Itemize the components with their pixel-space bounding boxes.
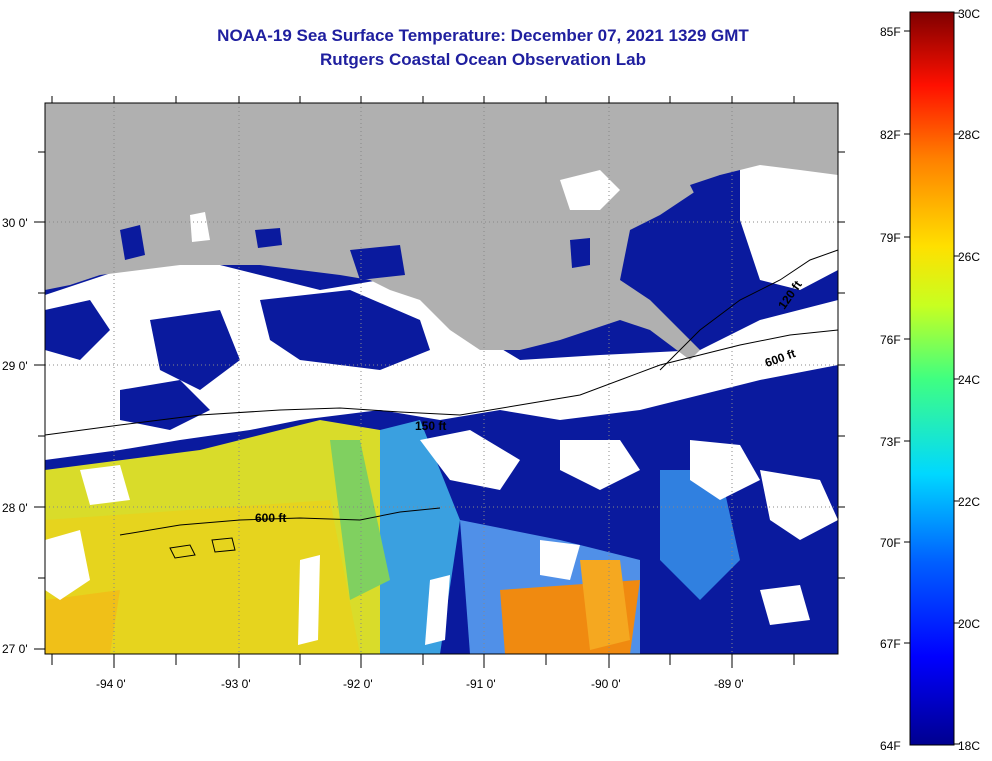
colorbar-f-82: 82F bbox=[880, 128, 901, 142]
cloud-patch-6 bbox=[760, 470, 838, 540]
lon-label-92: -92 0' bbox=[343, 677, 373, 691]
title-line-1: NOAA-19 Sea Surface Temperature: Decembe… bbox=[217, 26, 749, 45]
inland-water-1 bbox=[690, 175, 735, 215]
colorbar bbox=[909, 11, 955, 746]
water-patch-4 bbox=[120, 380, 210, 430]
cloud-over-land-2 bbox=[190, 212, 210, 242]
cloud-patch-7 bbox=[540, 540, 580, 580]
lat-label-28: 28 0' bbox=[2, 501, 28, 515]
lon-label-91: -91 0' bbox=[466, 677, 496, 691]
colorbar-f-64: 64F bbox=[880, 739, 901, 753]
cloud-patch-sw bbox=[45, 530, 90, 600]
lat-label-29: 29 0' bbox=[2, 359, 28, 373]
contour-600ft-north bbox=[44, 329, 839, 436]
hot-water-patch-2 bbox=[580, 560, 630, 650]
inland-water-5 bbox=[570, 238, 590, 268]
lon-label-94: -94 0' bbox=[96, 677, 126, 691]
cloud-streak-2 bbox=[425, 575, 450, 645]
water-patch-2 bbox=[150, 310, 240, 390]
contour-loop-1 bbox=[169, 544, 196, 559]
contour-120ft bbox=[659, 249, 839, 371]
isobath-contours bbox=[44, 249, 839, 559]
cloud-patch-5 bbox=[690, 440, 760, 500]
lat-label-30: 30 0' bbox=[2, 216, 28, 230]
cloud-patch-8 bbox=[760, 585, 810, 625]
cloud-streak-1 bbox=[298, 555, 320, 645]
colorbar-c-20: 20C bbox=[958, 617, 980, 631]
contour-label-600ft-west: 600 ft bbox=[255, 511, 286, 525]
tick-marks bbox=[34, 96, 845, 668]
cloud-patch-east bbox=[740, 150, 838, 290]
cloud-patch-3 bbox=[420, 430, 520, 490]
colorbar-c-18: 18C bbox=[958, 739, 980, 753]
cloud-band-central bbox=[45, 260, 838, 460]
contour-loop-2 bbox=[211, 537, 236, 553]
colorbar-f-85: 85F bbox=[880, 25, 901, 39]
lon-label-90: -90 0' bbox=[591, 677, 621, 691]
contour-label-150ft: 150 ft bbox=[415, 419, 446, 433]
colorbar-c-22: 22C bbox=[958, 495, 980, 509]
colorbar-c-24: 24C bbox=[958, 373, 980, 387]
lon-label-89: -89 0' bbox=[714, 677, 744, 691]
colorbar-f-70: 70F bbox=[880, 536, 901, 550]
cool-streak-4 bbox=[660, 470, 740, 600]
colorbar-c-30: 30C bbox=[958, 7, 980, 21]
cloud-patch-4 bbox=[560, 440, 640, 490]
inland-water-4 bbox=[350, 245, 405, 280]
cloud-over-land-1 bbox=[560, 170, 620, 210]
colorbar-f-79: 79F bbox=[880, 231, 901, 245]
warm-water-core bbox=[45, 500, 360, 654]
colorbar-f-76: 76F bbox=[880, 333, 901, 347]
title-line-2: Rutgers Coastal Ocean Observation Lab bbox=[320, 50, 646, 69]
map-frame bbox=[44, 102, 839, 655]
warm-water-corner bbox=[45, 590, 120, 654]
lat-label-27: 27 0' bbox=[2, 642, 28, 656]
colorbar-ticks bbox=[904, 12, 960, 745]
colorbar-c-26: 26C bbox=[958, 250, 980, 264]
colorbar-c-28: 28C bbox=[958, 128, 980, 142]
colorbar-f-73: 73F bbox=[880, 435, 901, 449]
contour-600ft-south bbox=[119, 507, 441, 536]
cloud-patch-2 bbox=[80, 465, 130, 505]
inland-water-3 bbox=[255, 228, 282, 248]
land-mass bbox=[45, 103, 838, 360]
lon-label-93: -93 0' bbox=[221, 677, 251, 691]
map-imagery bbox=[45, 103, 838, 654]
colorbar-f-67: 67F bbox=[880, 637, 901, 651]
grid-lines bbox=[45, 103, 838, 654]
water-patch-west bbox=[45, 300, 110, 360]
water-patch-3 bbox=[260, 290, 430, 370]
inland-water-2 bbox=[120, 225, 145, 260]
